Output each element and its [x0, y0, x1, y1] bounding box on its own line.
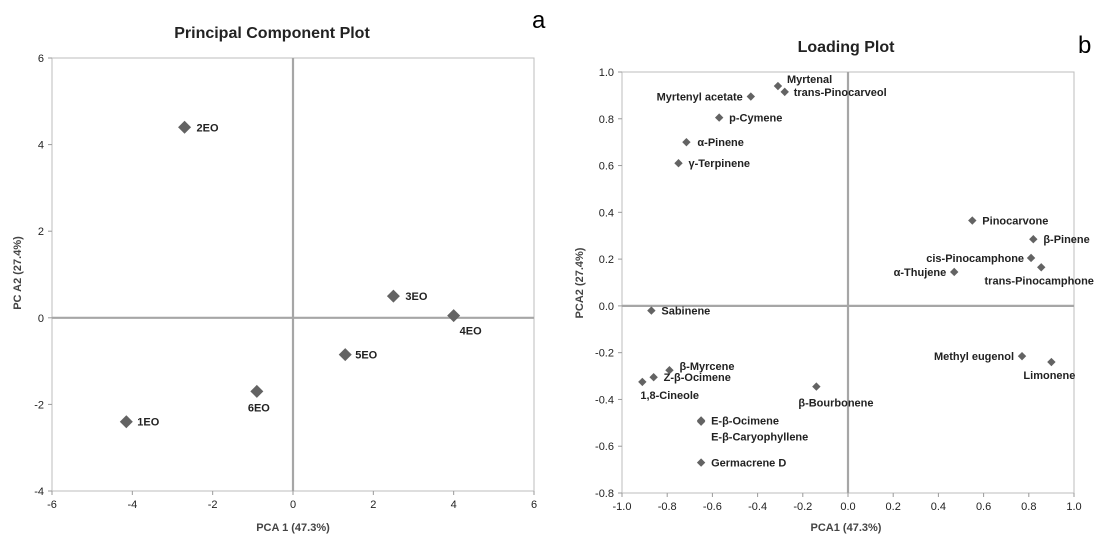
data-point-label: 1,8-Cineole	[640, 390, 699, 402]
y-tick-label: 0.6	[599, 161, 614, 173]
y-tick-label: 0.2	[599, 254, 614, 266]
data-point-marker	[250, 384, 264, 398]
y-tick-label: 0.8	[599, 114, 614, 126]
data-point-marker	[950, 267, 959, 277]
data-point-marker	[682, 137, 691, 147]
x-tick-label: 0.0	[840, 501, 855, 513]
data-point-label: Sabinene	[661, 306, 710, 318]
x-tick-label: 0.4	[931, 501, 946, 513]
x-tick-label: 4	[451, 499, 457, 511]
loading-plot-panel: b Loading Plot -1.0 -0.8 -0.6 -0.4 -0.2 0.0 0.…	[574, 32, 1094, 534]
data-point-label: α-Thujene	[894, 267, 947, 279]
data-point-label: Z-β-Ocimene	[664, 372, 731, 384]
data-point-label: trans-Pinocamphone	[985, 275, 1094, 287]
y-tick-label: 0.4	[599, 207, 614, 219]
x-tick-label: -0.6	[703, 501, 722, 513]
x-tick-label: 0.8	[1021, 501, 1036, 513]
x-tick-label: -0.8	[658, 501, 677, 513]
data-point-label: Myrtenal	[787, 74, 832, 86]
x-tick-label: -1.0	[613, 501, 632, 513]
data-point-label: β-Myrcene	[679, 361, 734, 373]
x-tick-label: -2	[208, 499, 218, 511]
data-point-marker	[696, 458, 706, 467]
data-point-label: γ-Terpinene	[689, 158, 751, 170]
data-point-marker	[773, 81, 783, 91]
data-point-marker	[447, 309, 461, 323]
data-point-label: Pinocarvone	[982, 216, 1048, 228]
data-point-marker	[119, 415, 133, 429]
y-tick-label: 2	[38, 226, 44, 238]
data-point-label: trans-Pinocarveol	[794, 87, 887, 99]
data-point-label: p-Cymene	[729, 113, 782, 125]
data-point-marker	[338, 348, 352, 362]
data-point-marker	[780, 87, 789, 97]
data-point-label: β-Bourbonene	[798, 398, 873, 410]
data-point-marker	[746, 92, 756, 101]
data-point-label: Myrtenyl acetate	[657, 92, 743, 104]
x-tick-label: 0.6	[976, 501, 991, 513]
data-point-marker	[1047, 357, 1056, 367]
data-point-marker	[647, 306, 656, 315]
data-point-marker	[968, 216, 977, 225]
x-axis-label: PCA 1 (47.3%)	[256, 522, 330, 534]
data-point-label: Limonene	[1023, 370, 1075, 382]
x-tick-label: 0	[290, 499, 296, 511]
x-tick-label: -0.2	[793, 501, 812, 513]
data-point-label: cis-Pinocamphone	[926, 253, 1024, 265]
y-tick-label: -2	[34, 399, 44, 411]
y-tick-label: -0.6	[595, 441, 614, 453]
data-point-label: E-β-Ocimene	[711, 415, 779, 427]
data-point-label: β-Pinene	[1043, 234, 1089, 246]
data-point-marker	[714, 113, 724, 122]
data-point-marker	[386, 289, 400, 303]
data-point-label: E-β-Caryophyllene	[711, 432, 808, 444]
y-axis-label: PCA2 (27.4%)	[574, 247, 586, 318]
data-point-label: 4EO	[460, 326, 482, 338]
data-point-label: 6EO	[248, 402, 270, 414]
principal-component-plot-panel: a Principal Component Plot -6 -4 -2 0 2 4 6-4-…	[12, 7, 546, 534]
chart-title: Principal Component Plot	[174, 25, 370, 42]
x-tick-label: -6	[47, 499, 57, 511]
data-point-marker	[178, 120, 192, 134]
data-point-label: 3EO	[405, 291, 427, 303]
data-point-label: Methyl eugenol	[934, 351, 1014, 363]
panel-label-a: a	[532, 7, 546, 34]
y-axis-label: PC A2 (27.4%)	[12, 236, 24, 310]
chart-title: Loading Plot	[798, 39, 896, 56]
panel-label-b: b	[1078, 32, 1091, 59]
x-axis-label: PCA1 (47.3%)	[811, 522, 882, 534]
y-tick-label: -0.8	[595, 488, 614, 500]
data-point-label: 5EO	[355, 350, 377, 362]
x-tick-label: 6	[531, 499, 537, 511]
x-tick-label: -4	[127, 499, 137, 511]
data-point-marker	[1029, 235, 1038, 244]
data-point-label: Germacrene D	[711, 458, 786, 470]
data-point-label: 2EO	[197, 122, 219, 134]
y-tick-label: 0.0	[599, 301, 614, 313]
y-tick-label: -0.2	[595, 348, 614, 360]
x-tick-label: 0.2	[886, 501, 901, 513]
data-point-label: 1EO	[137, 417, 159, 429]
y-tick-label: 6	[38, 53, 44, 65]
x-tick-label: -0.4	[748, 501, 767, 513]
y-tick-label: -0.4	[595, 394, 614, 406]
data-point-marker	[1037, 263, 1046, 272]
x-tick-label: 1.0	[1066, 501, 1081, 513]
data-point-marker	[665, 366, 674, 375]
data-point-marker	[1026, 253, 1036, 263]
y-tick-label: 4	[38, 140, 44, 152]
data-point-marker	[638, 377, 647, 387]
data-point-marker	[649, 373, 658, 382]
y-tick-label: -4	[34, 486, 44, 498]
x-tick-label: 2	[370, 499, 376, 511]
data-point-marker	[696, 417, 706, 426]
y-tick-label: 0	[38, 313, 44, 325]
data-point-marker	[1017, 351, 1027, 361]
data-point-marker	[812, 382, 821, 391]
data-point-label: α-Pinene	[697, 137, 744, 149]
y-tick-label: 1.0	[599, 67, 614, 79]
data-point-marker	[674, 159, 683, 168]
